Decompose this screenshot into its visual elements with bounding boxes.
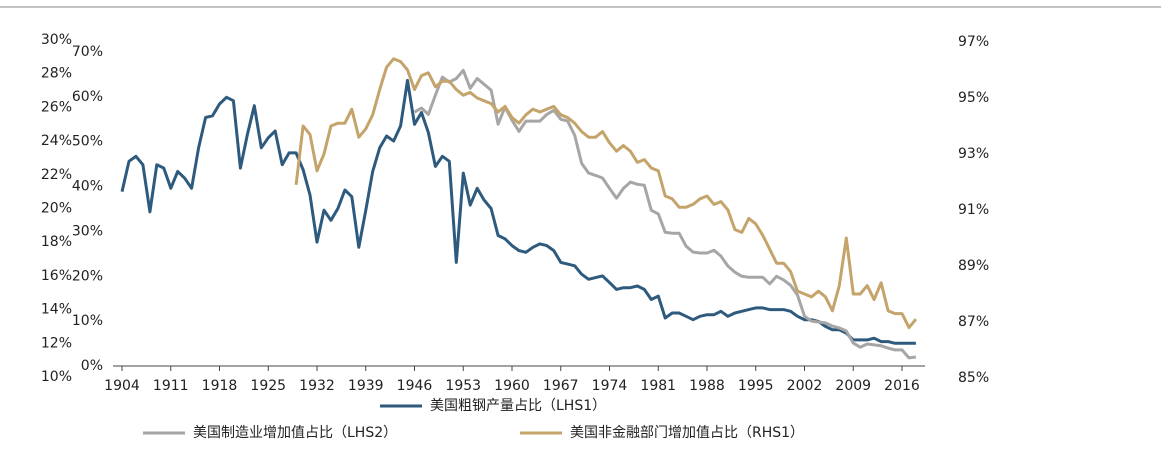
x-tick-label: 1939 [348, 378, 384, 394]
y2-tick-label: 85% [958, 370, 989, 386]
y2-tick-label: 91% [958, 202, 989, 218]
x-tick-label: 2002 [787, 378, 823, 394]
y3-tick-label: 40% [72, 179, 103, 195]
y-tick-label: 16% [41, 268, 72, 284]
y-tick-label: 22% [41, 167, 72, 183]
y-tick-label: 20% [41, 201, 72, 217]
y2-tick-label: 93% [958, 146, 989, 162]
x-tick-label: 1967 [543, 378, 579, 394]
y-tick-label: 18% [41, 234, 72, 250]
x-tick-label: 1904 [104, 378, 140, 394]
y3-tick-label: 30% [72, 223, 103, 239]
x-tick-label: 2016 [884, 378, 920, 394]
y-tick-label: 12% [41, 335, 72, 351]
y2-tick-label: 95% [958, 90, 989, 106]
y2-tick-label: 97% [958, 34, 989, 50]
x-tick-label: 1974 [592, 378, 628, 394]
x-tick-label: 1946 [397, 378, 433, 394]
x-tick-label: 2009 [835, 378, 871, 394]
series-line [413, 68, 917, 360]
x-tick-label: 1995 [738, 378, 774, 394]
legend-label: 美国粗钢产量占比（LHS1） [430, 398, 606, 414]
x-tick-label: 1960 [494, 378, 530, 394]
series-line [294, 57, 918, 330]
x-tick-label: 1925 [250, 378, 286, 394]
y2-tick-label: 89% [958, 258, 989, 274]
y3-tick-label: 0% [81, 358, 103, 374]
x-tick-label: 1988 [689, 378, 725, 394]
legend-label: 美国非金融部门增加值占比（RHS1） [570, 425, 804, 441]
y3-tick-label: 10% [72, 313, 103, 329]
y3-tick-label: 50% [72, 134, 103, 150]
y-tick-label: 14% [41, 302, 72, 318]
y-tick-label: 28% [41, 66, 72, 82]
y-tick-label: 10% [41, 369, 72, 385]
x-tick-label: 1981 [640, 378, 676, 394]
y-tick-label: 30% [41, 32, 72, 48]
legend-label: 美国制造业增加值占比（LHS2） [193, 425, 397, 441]
x-tick-label: 1911 [153, 378, 189, 394]
y3-tick-label: 20% [72, 268, 103, 284]
y-tick-label: 24% [41, 133, 72, 149]
x-tick-label: 1932 [299, 378, 335, 394]
series-line [120, 78, 916, 345]
x-tick-label: 1918 [202, 378, 238, 394]
y2-tick-label: 87% [958, 314, 989, 330]
y3-tick-label: 60% [72, 89, 103, 105]
y-tick-label: 26% [41, 99, 72, 115]
x-tick-label: 1953 [445, 378, 481, 394]
y3-tick-label: 70% [72, 44, 103, 60]
